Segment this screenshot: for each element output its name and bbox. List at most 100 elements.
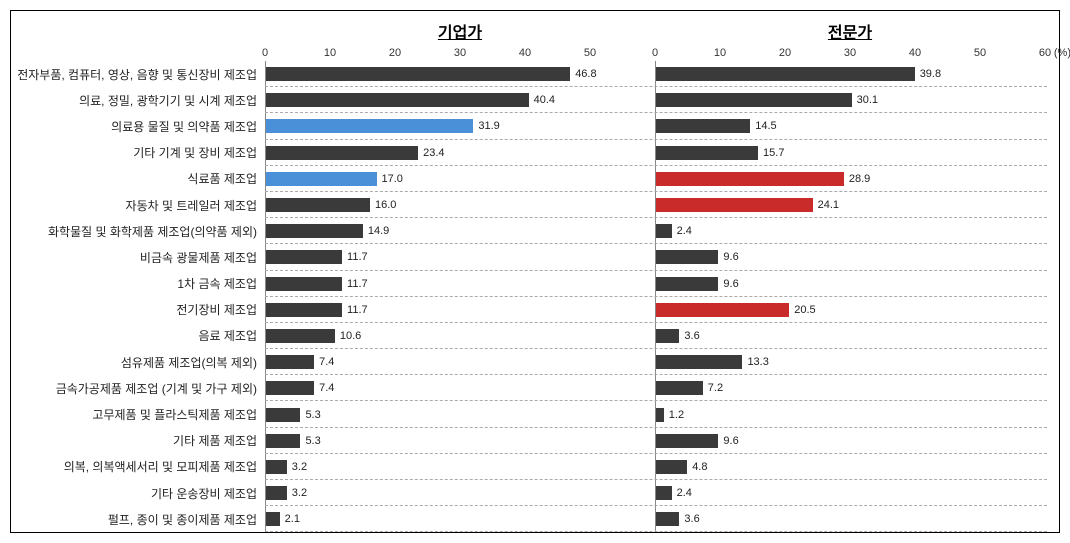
panel-left: 11.7 — [265, 297, 655, 323]
bar-value-label: 16.0 — [375, 199, 396, 211]
bar — [656, 277, 718, 291]
bar-value-label: 2.4 — [677, 225, 692, 237]
chart-row: 섬유제품 제조업(의복 제외)7.413.3 — [15, 349, 1047, 375]
bar — [656, 67, 915, 81]
panel-right: 3.6 — [655, 506, 1045, 532]
bar-value-label: 31.9 — [478, 120, 499, 132]
category-label: 기타 제품 제조업 — [15, 432, 265, 449]
bar — [266, 172, 377, 186]
category-label: 비금속 광물제품 제조업 — [15, 249, 265, 266]
category-label: 기타 기계 및 장비 제조업 — [15, 144, 265, 161]
axis-tick: 30 — [844, 47, 856, 59]
axis-tick: 50 — [974, 47, 986, 59]
bar — [266, 434, 300, 448]
axis-tick: 50 — [584, 47, 596, 59]
bar — [266, 355, 314, 369]
axis-tick: 20 — [389, 47, 401, 59]
panel-right: 9.6 — [655, 244, 1045, 270]
header-right: 전문가 — [655, 19, 1045, 43]
bar — [656, 303, 789, 317]
axis-tick: 20 — [779, 47, 791, 59]
header-left: 기업가 — [265, 19, 655, 43]
bar-value-label: 30.1 — [857, 94, 878, 106]
bar-value-label: 9.6 — [723, 435, 738, 447]
bar — [656, 460, 687, 474]
bar-value-label: 14.9 — [368, 225, 389, 237]
category-label: 의복, 의복액세서리 및 모피제품 제조업 — [15, 458, 265, 475]
axis-left: 0 10 20 30 40 50 — [265, 43, 655, 61]
panel-right: 14.5 — [655, 113, 1045, 139]
bar-value-label: 7.4 — [319, 382, 334, 394]
bar-value-label: 11.7 — [347, 251, 368, 263]
chart-row: 기타 제품 제조업 5.3 9.6 — [15, 428, 1047, 454]
chart-row: 1차 금속 제조업11.79.6 — [15, 271, 1047, 297]
axis-right: 6050403020100 (%) — [655, 43, 1045, 61]
panel-left: 5.3 — [265, 428, 655, 454]
chart-container: 기업가 전문가 01020304050 6050403020100 (%) 전자… — [10, 10, 1060, 533]
axis-row: 01020304050 6050403020100 (%) — [15, 43, 1047, 61]
bar — [656, 172, 844, 186]
chart-row: 의료, 정밀, 광학기기 및 시계 제조업40.430.1 — [15, 87, 1047, 113]
panel-right: 2.4 — [655, 480, 1045, 506]
panel-left: 7.4 — [265, 375, 655, 401]
axis-tick: 30 — [454, 47, 466, 59]
panel-left: 11.7 — [265, 271, 655, 297]
panel-left: 17.0 — [265, 166, 655, 192]
panel-right: 13.3 — [655, 349, 1045, 375]
panel-right: 30.1 — [655, 87, 1045, 113]
chart-row: 전자부품, 컴퓨터, 영상, 음향 및 통신장비 제조업 46.8 39.8 — [15, 61, 1047, 87]
panel-right: 24.1 — [655, 192, 1045, 218]
bar — [266, 224, 363, 238]
bar — [656, 512, 679, 526]
bar-value-label: 1.2 — [669, 409, 684, 421]
bar — [656, 486, 672, 500]
category-label: 의료용 물질 및 의약품 제조업 — [15, 118, 265, 135]
bar — [266, 198, 370, 212]
bar-value-label: 15.7 — [763, 147, 784, 159]
bar-value-label: 4.8 — [692, 461, 707, 473]
chart-headers: 기업가 전문가 — [15, 19, 1047, 43]
bar — [656, 224, 672, 238]
bar-value-label: 13.3 — [747, 356, 768, 368]
category-label: 전자부품, 컴퓨터, 영상, 음향 및 통신장비 제조업 — [15, 66, 265, 83]
category-label: 섬유제품 제조업(의복 제외) — [15, 354, 265, 371]
panel-left: 2.1 — [265, 506, 655, 532]
chart-row: 음료 제조업10.63.6 — [15, 323, 1047, 349]
panel-right: 20.5 — [655, 297, 1045, 323]
panel-left: 14.9 — [265, 218, 655, 244]
bar — [266, 277, 342, 291]
chart-row: 기타 기계 및 장비 제조업23.4 15.7 — [15, 140, 1047, 166]
panel-left: 3.2 — [265, 454, 655, 480]
axis-tick: 40 — [519, 47, 531, 59]
bar-value-label: 46.8 — [575, 68, 596, 80]
bar-value-label: 11.7 — [347, 278, 368, 290]
panel-right: 28.9 — [655, 166, 1045, 192]
bar-value-label: 5.3 — [305, 435, 320, 447]
category-label: 금속가공제품 제조업 (기계 및 가구 제외) — [15, 380, 265, 397]
panel-left: 11.7 — [265, 244, 655, 270]
bar-value-label: 2.4 — [677, 487, 692, 499]
chart-row: 식료품 제조업17.028.9 — [15, 166, 1047, 192]
category-label: 자동차 및 트레일러 제조업 — [15, 197, 265, 214]
axis-tick: 10 — [714, 47, 726, 59]
bar — [656, 146, 758, 160]
bar — [266, 381, 314, 395]
bar-value-label: 2.1 — [285, 513, 300, 525]
bar-value-label: 39.8 — [920, 68, 941, 80]
category-label: 고무제품 및 플라스틱제품 제조업 — [15, 406, 265, 423]
chart-row: 화학물질 및 화학제품 제조업(의약품 제외)14.92.4 — [15, 218, 1047, 244]
axis-tick: 0 — [262, 47, 268, 59]
chart-row: 의료용 물질 및 의약품 제조업 31.9 14.5 — [15, 113, 1047, 139]
bar — [656, 434, 718, 448]
bar — [656, 408, 664, 422]
panel-right: 9.6 — [655, 271, 1045, 297]
category-label: 음료 제조업 — [15, 327, 265, 344]
axis-tick: 40 — [909, 47, 921, 59]
panel-left: 23.4 — [265, 140, 655, 166]
axis-tick: 10 — [324, 47, 336, 59]
category-label: 전기장비 제조업 — [15, 301, 265, 318]
bar-value-label: 5.3 — [305, 409, 320, 421]
bar-value-label: 3.6 — [684, 330, 699, 342]
panel-left: 5.3 — [265, 401, 655, 427]
bar-value-label: 3.6 — [684, 513, 699, 525]
